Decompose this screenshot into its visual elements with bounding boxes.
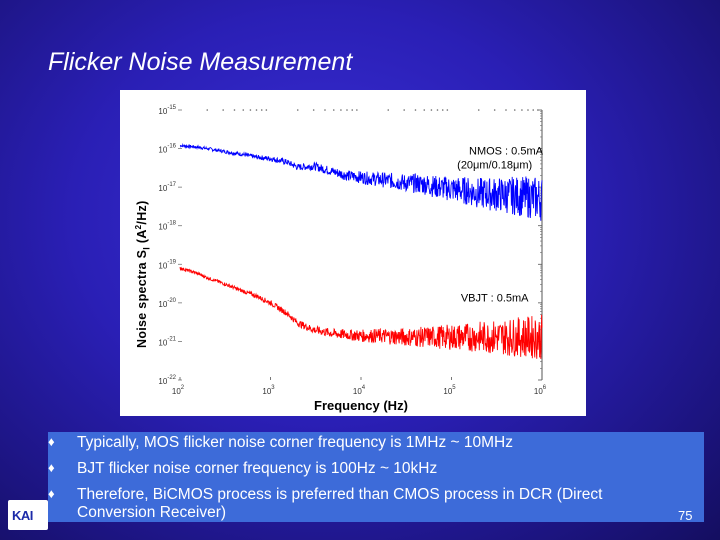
- y-tick-label: 10-16: [158, 144, 176, 155]
- x-tick-label: 102: [172, 385, 185, 396]
- x-minor-dot: [346, 109, 348, 111]
- x-minor-dot: [249, 109, 252, 111]
- x-minor-dot: [222, 109, 224, 111]
- chart-annotation: VBJT : 0.5mA: [461, 292, 529, 304]
- chart-ylabel: Noise spectra SI (A2/Hz): [134, 200, 152, 348]
- x-tick-label: 104: [353, 385, 366, 396]
- x-minor-dot: [351, 109, 354, 111]
- x-minor-dot: [206, 109, 209, 111]
- chart-plot: 10-15 10-16 10-17 10-18 10-19 10-20 10-21 10-22…: [158, 105, 547, 396]
- page-number: 75: [678, 508, 693, 523]
- bullet-text: Therefore, BiCMOS process is preferred t…: [77, 486, 603, 503]
- y-tick-label: 10-20: [158, 298, 176, 309]
- x-minor-dot: [430, 109, 433, 111]
- x-minor-dot: [537, 109, 539, 111]
- x-minor-dot: [296, 109, 299, 111]
- x-minor-dot: [260, 109, 263, 111]
- x-minor-dot: [423, 109, 426, 111]
- diamond-bullet-icon: ♦: [48, 460, 55, 475]
- bullet-text: Conversion Receiver): [77, 504, 227, 521]
- y-tick-label: 10-21: [158, 336, 176, 347]
- x-minor-dot: [513, 109, 516, 111]
- x-minor-dot: [387, 109, 390, 111]
- x-minor-dot: [446, 109, 449, 111]
- x-minor-dot: [242, 109, 245, 111]
- slide-title: Flicker Noise Measurement: [48, 48, 353, 76]
- chart-figure: 10-15 10-16 10-17 10-18 10-19 10-20 10-21 10-22…: [120, 90, 586, 416]
- chart-annotation: NMOS : 0.5mA: [469, 146, 544, 158]
- x-minor-dot: [436, 109, 439, 111]
- x-minor-dot: [521, 109, 523, 111]
- logo: KAI: [8, 500, 48, 530]
- x-minor-dot: [477, 109, 480, 111]
- diamond-bullet-icon: ♦: [48, 486, 55, 501]
- x-minor-dot: [265, 109, 268, 111]
- bullet-box: ♦ Typically, MOS flicker noise corner fr…: [48, 432, 704, 522]
- x-minor-dot: [332, 109, 335, 111]
- y-tick-label: 10-15: [158, 105, 176, 116]
- y-tick-label: 10-17: [158, 182, 176, 193]
- x-minor-dot: [356, 109, 358, 111]
- bullet-text: BJT flicker noise corner frequency is 10…: [77, 460, 438, 477]
- bullet-text: Typically, MOS flicker noise corner freq…: [77, 434, 514, 451]
- x-minor-dot: [312, 109, 315, 111]
- x-minor-dot: [505, 109, 507, 111]
- x-minor-dot: [255, 109, 258, 111]
- chart-xlabel: Frequency (Hz): [314, 398, 408, 413]
- x-minor-dot: [403, 109, 405, 111]
- chart-annotation: (20μm/0.18μm): [457, 160, 532, 172]
- y-tick-label: 10-22: [158, 375, 176, 386]
- x-tick-label: 103: [262, 385, 275, 396]
- logo-text: KAI: [12, 508, 33, 523]
- x-tick-label: 105: [443, 385, 456, 396]
- y-tick-label: 10-19: [158, 259, 176, 270]
- series-line-vbjt: [179, 266, 543, 359]
- x-minor-dot: [532, 109, 535, 111]
- y-tick-label: 10-18: [158, 221, 176, 232]
- x-minor-dot: [441, 109, 444, 111]
- x-tick-label: 106: [534, 385, 547, 396]
- x-minor-dot: [414, 109, 417, 111]
- x-minor-dot: [493, 109, 496, 111]
- series-line-nmos: [179, 143, 543, 221]
- diamond-bullet-icon: ♦: [48, 434, 55, 449]
- x-minor-dot: [324, 109, 326, 111]
- x-minor-dot: [233, 109, 236, 111]
- x-minor-dot: [527, 109, 529, 111]
- x-minor-dot: [340, 109, 342, 111]
